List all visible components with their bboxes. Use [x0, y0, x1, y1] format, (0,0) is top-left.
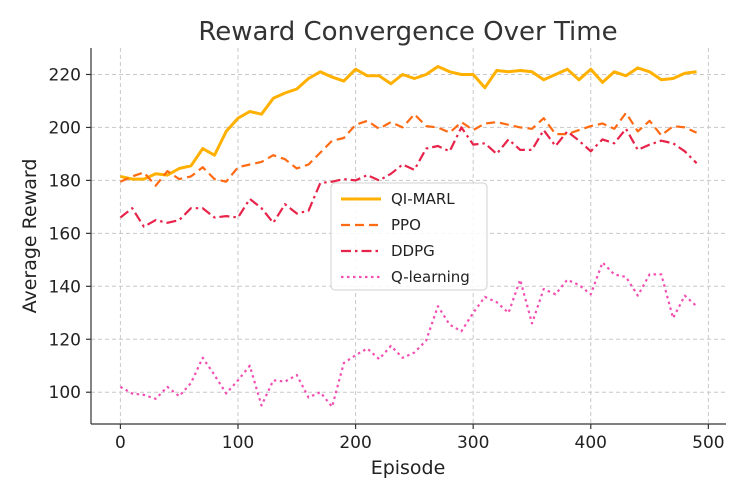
x-axis-label: Episode [371, 457, 446, 479]
x-tick-label: 200 [339, 433, 371, 453]
legend-box [330, 182, 488, 291]
axes [86, 48, 726, 429]
x-tick-label: 100 [222, 433, 254, 453]
legend-label-q-learning: Q-learning [391, 268, 470, 286]
chart-title: Reward Convergence Over Time [198, 17, 617, 47]
x-tick-label: 300 [457, 433, 489, 453]
series-line-q-learning [119, 261, 698, 408]
y-tick-label: 160 [49, 224, 81, 244]
legend-label-qi-marl: QI-MARL [391, 190, 455, 208]
y-tick-label: 100 [49, 383, 81, 403]
series-line-qi-marl [120, 65, 697, 181]
y-tick-label: 140 [49, 277, 81, 297]
y-tick-label: 200 [49, 118, 81, 138]
x-tick-label: 400 [575, 433, 607, 453]
legend-label-ppo: PPO [391, 216, 421, 234]
series-line-ppo [119, 111, 698, 187]
legend: QI-MARL PPO DDPG Q-learning [330, 182, 488, 291]
y-axis-label: Average Reward [19, 159, 41, 314]
series-line-ddpg [119, 126, 698, 228]
series-lines [119, 65, 698, 408]
y-tick-label: 120 [49, 330, 81, 350]
y-tick-label: 220 [49, 65, 81, 85]
y-tick-label: 180 [49, 171, 81, 191]
tick-labels: 0 100 200 300 400 500 100 120 140 160 180 200 220 [49, 65, 725, 453]
legend-label-ddpg: DDPG [391, 242, 435, 260]
x-tick-label: 500 [692, 433, 724, 453]
x-tick-label: 0 [115, 433, 126, 453]
